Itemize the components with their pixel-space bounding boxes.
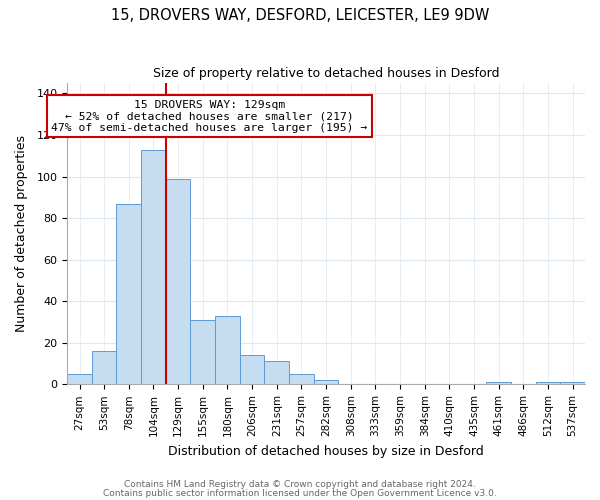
Text: Contains public sector information licensed under the Open Government Licence v3: Contains public sector information licen… [103,488,497,498]
Bar [92,351,116,384]
Bar [240,355,265,384]
Y-axis label: Number of detached properties: Number of detached properties [15,135,28,332]
X-axis label: Distribution of detached houses by size in Desford: Distribution of detached houses by size … [168,444,484,458]
Bar [141,150,166,384]
Bar [265,362,289,384]
Bar [215,316,240,384]
Title: Size of property relative to detached houses in Desford: Size of property relative to detached ho… [153,68,499,80]
Text: 15, DROVERS WAY, DESFORD, LEICESTER, LE9 9DW: 15, DROVERS WAY, DESFORD, LEICESTER, LE9… [111,8,489,22]
Bar [289,374,314,384]
Bar [166,178,190,384]
Text: Contains HM Land Registry data © Crown copyright and database right 2024.: Contains HM Land Registry data © Crown c… [124,480,476,489]
Bar [560,382,585,384]
Bar [536,382,560,384]
Bar [314,380,338,384]
Bar [190,320,215,384]
Bar [67,374,92,384]
Text: 15 DROVERS WAY: 129sqm
← 52% of detached houses are smaller (217)
47% of semi-de: 15 DROVERS WAY: 129sqm ← 52% of detached… [52,100,368,133]
Bar [487,382,511,384]
Bar [116,204,141,384]
